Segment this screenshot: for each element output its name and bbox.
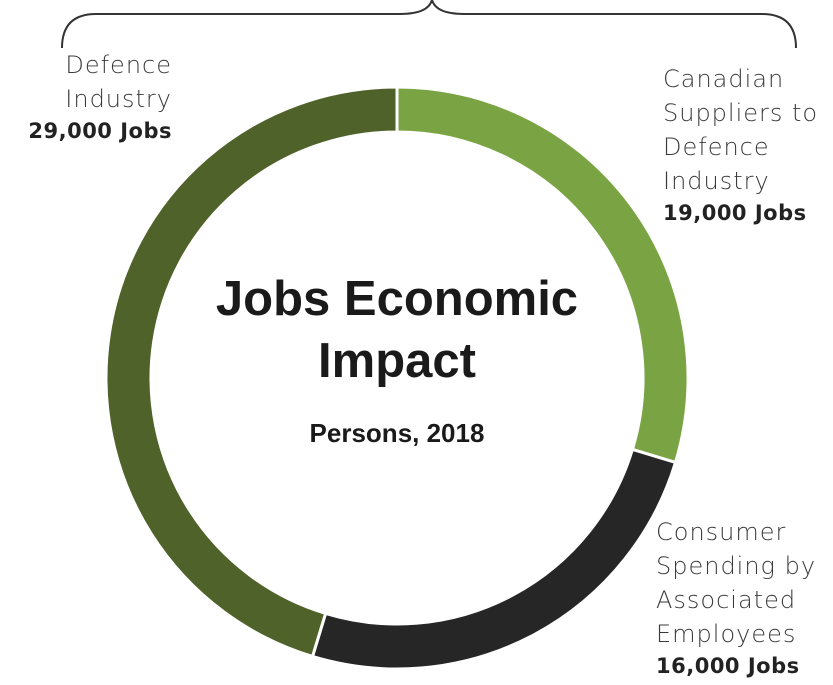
- chart-title: Jobs Economic Impact: [215, 272, 579, 388]
- category-label: Consumer Spending by Associated Employee…: [656, 518, 817, 648]
- donut-segment: [104, 85, 399, 659]
- category-label: Canadian Suppliers to Defence Industry: [663, 65, 819, 195]
- label: Consumer Spending by Associated Employee…: [656, 515, 833, 681]
- category-label: Defence Industry: [65, 51, 172, 113]
- brace: [61, 0, 797, 49]
- donut-segment: [310, 447, 678, 671]
- value-label: 16,000 Jobs: [656, 654, 800, 678]
- value-label: 29,000 Jobs: [28, 119, 172, 143]
- chart-subtitle: Persons, 2018: [309, 418, 485, 448]
- value-label: 19,000 Jobs: [663, 201, 807, 225]
- label: Defence Industry 29,000 Jobs: [10, 48, 172, 146]
- label: Canadian Suppliers to Defence Industry 1…: [663, 62, 828, 228]
